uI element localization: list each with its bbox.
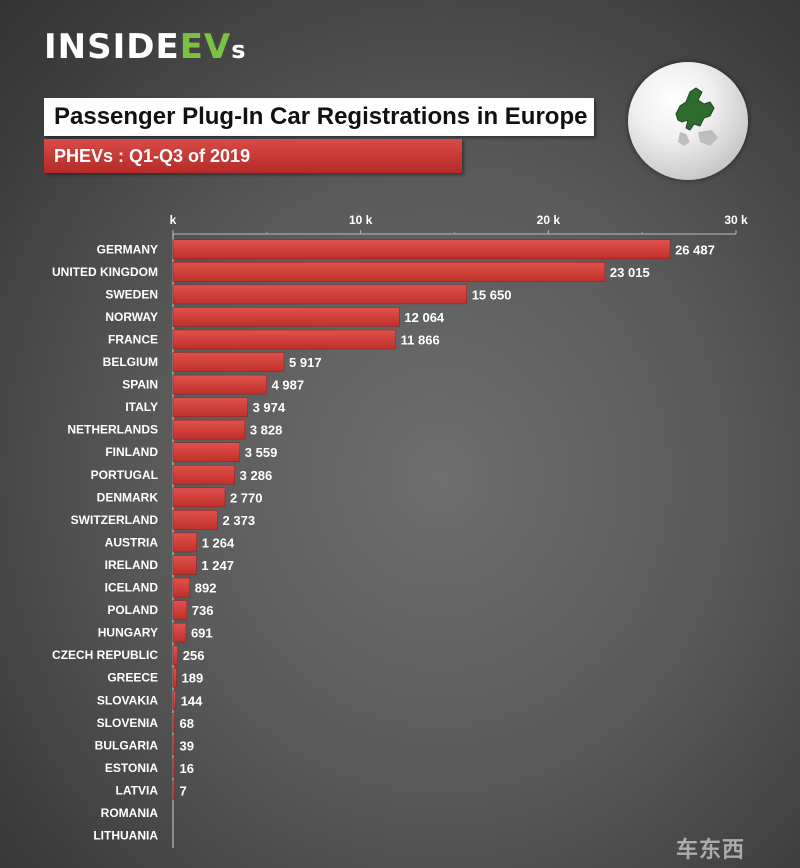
- value-label: 2 770: [230, 490, 263, 505]
- x-tick-label: 10 k: [349, 213, 373, 227]
- category-label: ICELAND: [105, 581, 159, 595]
- category-label: SWEDEN: [105, 287, 158, 301]
- value-label: 15 650: [472, 287, 512, 302]
- value-label: 3 828: [250, 423, 283, 438]
- bar: [172, 758, 175, 778]
- category-label: GERMANY: [97, 242, 158, 256]
- category-label: NETHERLANDS: [67, 423, 158, 437]
- value-label: 892: [195, 581, 217, 596]
- category-label: LATVIA: [116, 783, 159, 797]
- category-label: BELGIUM: [103, 355, 158, 369]
- value-label: 3 286: [240, 468, 273, 483]
- bar: [172, 239, 671, 260]
- bar: [172, 397, 248, 417]
- category-label: FINLAND: [105, 445, 158, 459]
- category-label: CZECH REPUBLIC: [52, 648, 158, 662]
- value-label: 23 015: [610, 265, 650, 280]
- category-label: ROMANIA: [101, 806, 159, 820]
- category-label: NORWAY: [105, 310, 158, 324]
- bar: [172, 284, 467, 305]
- category-label: UNITED KINGDOM: [52, 265, 158, 279]
- bar: [172, 352, 285, 372]
- category-label: AUSTRIA: [105, 535, 159, 549]
- value-label: 68: [180, 716, 194, 731]
- category-label: SLOVAKIA: [97, 693, 158, 707]
- bar: [172, 442, 241, 462]
- bar: [172, 262, 606, 282]
- value-label: 189: [182, 671, 204, 686]
- logo-text-inside: INSIDE: [44, 27, 180, 67]
- bar: [172, 419, 246, 440]
- category-label: DENMARK: [97, 490, 159, 504]
- category-label: GREECE: [107, 671, 158, 685]
- bar: [172, 329, 396, 350]
- bar: [172, 374, 267, 395]
- bar: [172, 667, 177, 688]
- category-label: LITHUANIA: [93, 829, 158, 843]
- category-label: FRANCE: [108, 332, 158, 346]
- bar: [172, 600, 188, 620]
- bar: [172, 487, 226, 508]
- category-label: HUNGARY: [98, 626, 158, 640]
- category-label: POLAND: [107, 603, 158, 617]
- logo-text-s: s: [231, 36, 247, 64]
- bar: [172, 645, 179, 665]
- bar: [172, 713, 175, 733]
- value-label: 2 373: [223, 513, 256, 528]
- x-tick-label: k: [170, 213, 177, 227]
- value-label: 144: [181, 693, 203, 708]
- category-label: IRELAND: [105, 558, 159, 572]
- category-label: ESTONIA: [105, 761, 158, 775]
- category-label: ITALY: [125, 400, 158, 414]
- value-label: 4 987: [272, 378, 305, 393]
- bar: [172, 690, 176, 711]
- europe-globe-icon: [628, 62, 748, 180]
- logo-text-ev: EV: [179, 27, 232, 67]
- value-label: 16: [180, 761, 194, 776]
- x-tick-label: 30 k: [724, 213, 748, 227]
- value-label: 3 559: [245, 445, 278, 460]
- bar: [172, 510, 218, 530]
- category-label: SLOVENIA: [97, 716, 159, 730]
- category-label: SWITZERLAND: [71, 513, 159, 527]
- value-label: 39: [180, 738, 194, 753]
- category-label: SPAIN: [122, 378, 158, 392]
- value-label: 11 866: [401, 332, 440, 347]
- chart-subtitle: PHEVs : Q1-Q3 of 2019: [44, 139, 462, 173]
- value-label: 736: [192, 603, 214, 618]
- value-label: 1 247: [201, 558, 234, 573]
- value-label: 691: [191, 626, 213, 641]
- value-label: 1 264: [202, 535, 235, 550]
- bar: [172, 622, 187, 643]
- value-label: 3 974: [253, 400, 286, 415]
- bar: [172, 577, 190, 598]
- bar: [172, 307, 400, 327]
- category-label: BULGARIA: [95, 738, 159, 752]
- value-label: 7: [180, 783, 187, 798]
- value-label: 12 064: [404, 310, 445, 325]
- value-label: 26 487: [675, 242, 715, 257]
- value-label: 256: [183, 648, 205, 663]
- bar: [172, 465, 235, 485]
- value-label: 5 917: [289, 355, 322, 370]
- bar: [172, 555, 197, 575]
- category-label: PORTUGAL: [91, 468, 158, 482]
- chart-title: Passenger Plug-In Car Registrations in E…: [44, 98, 594, 136]
- bar: [172, 780, 175, 801]
- bar: [172, 735, 175, 756]
- bar: [172, 532, 197, 553]
- x-tick-label: 20 k: [537, 213, 561, 227]
- insideevs-logo: INSIDEEVs: [44, 30, 247, 64]
- watermark-text: 车东西: [676, 838, 746, 863]
